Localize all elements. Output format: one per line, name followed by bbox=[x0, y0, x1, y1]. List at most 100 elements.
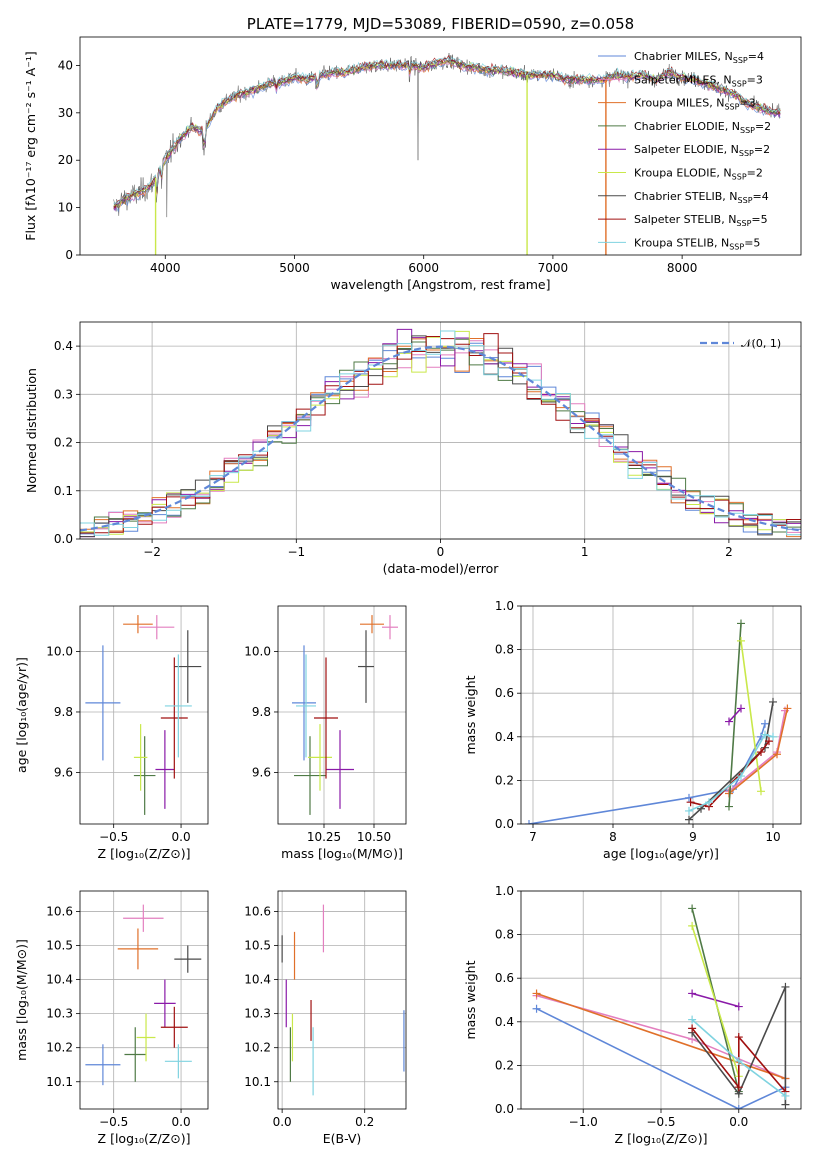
x-tick-label: 9 bbox=[689, 830, 697, 844]
x-tick-label: −1 bbox=[287, 545, 305, 559]
series-marker bbox=[734, 1033, 743, 1042]
axes-frame bbox=[277, 890, 407, 1110]
y-tick-label: 0.2 bbox=[495, 1058, 514, 1072]
y-tick-label: 9.8 bbox=[54, 705, 73, 719]
legend-entry: 𝒩(0, 1) bbox=[741, 337, 781, 350]
x-tick-label: 7000 bbox=[538, 261, 569, 275]
y-tick-label: 0.8 bbox=[495, 643, 514, 657]
panel-mass-weight-vs-metallicity: −1.0 −0.5 0.0 0.0 0.2 0.4 0.6 0.8 1.0 Z [log₁₀(Z/… bbox=[463, 884, 802, 1146]
errorbar-point bbox=[85, 1044, 121, 1086]
plot-area bbox=[85, 615, 202, 815]
errorbar-point bbox=[133, 724, 148, 791]
panel-mass-vs-ebv: 0.0 0.2 10.1 10.2 10.3 10.4 10.5 10.6 E(B-V) bbox=[244, 890, 407, 1146]
errorbar-point bbox=[358, 630, 374, 703]
errorbar-point bbox=[164, 1044, 192, 1079]
y-axis-label: mass weight bbox=[463, 960, 478, 1039]
x-tick-label: 0.2 bbox=[355, 1115, 374, 1129]
series-marker bbox=[781, 982, 790, 991]
y-tick-label: 10.2 bbox=[46, 1041, 73, 1055]
axes-frame bbox=[79, 321, 802, 540]
series-marker bbox=[737, 636, 745, 645]
x-tick-label: 4000 bbox=[150, 261, 181, 275]
x-tick-label: 6000 bbox=[408, 261, 439, 275]
series-marker bbox=[686, 798, 695, 807]
x-tick-label: 0.0 bbox=[729, 1115, 748, 1129]
x-tick-label: 7 bbox=[529, 830, 537, 844]
series-marker bbox=[688, 904, 697, 913]
errorbar-point bbox=[296, 654, 316, 758]
series-marker bbox=[781, 1091, 790, 1100]
legend-entry: Kroupa ELODIE, NSSP=2 bbox=[634, 167, 763, 182]
series-marker bbox=[737, 704, 745, 713]
x-tick-label: 5000 bbox=[279, 261, 310, 275]
x-axis-label: age [log₁₀(age/yr)] bbox=[603, 846, 719, 861]
panel-mass-vs-metallicity: −0.5 0.0 10.1 10.2 10.3 10.4 10.5 10.6 Z [log₁₀(… bbox=[14, 890, 209, 1146]
series-marker bbox=[737, 772, 745, 781]
series-line bbox=[691, 925, 740, 1077]
y-tick-label: 10.5 bbox=[244, 939, 271, 953]
y-tick-label: 0.2 bbox=[495, 773, 514, 787]
y-tick-label: 0.3 bbox=[54, 387, 73, 401]
series-line bbox=[740, 640, 762, 792]
x-tick-label: 10.50 bbox=[357, 830, 391, 844]
y-tick-label: 0.0 bbox=[54, 532, 73, 546]
y-tick-label: 10.2 bbox=[244, 1041, 271, 1055]
errorbar-point bbox=[164, 654, 192, 758]
x-tick-label: 0.0 bbox=[273, 1115, 292, 1129]
errorbar-point bbox=[136, 1013, 156, 1062]
series-marker bbox=[532, 989, 541, 998]
x-tick-label: −0.5 bbox=[99, 1115, 128, 1129]
panel-spectrum: 4000 5000 6000 7000 8000 0 10 20 30 40 wavelength … bbox=[23, 15, 802, 292]
series-marker bbox=[734, 1057, 743, 1066]
legend-entry: Kroupa STELIB, NSSP=5 bbox=[634, 236, 760, 251]
y-axis-label: Flux [fλ10⁻¹⁷ erg cm⁻² s⁻¹ A⁻¹] bbox=[23, 51, 38, 240]
y-axis-label: age [log₁₀(age/yr)] bbox=[14, 657, 29, 773]
y-tick-label: 10.1 bbox=[244, 1075, 271, 1089]
y-tick-label: 0.2 bbox=[54, 436, 73, 450]
x-tick-label: 8000 bbox=[667, 261, 698, 275]
series-kroupa-elodie bbox=[737, 636, 765, 796]
panel-residuals: −2 −1 0 1 2 0.0 0.1 0.2 0.3 0.4 (data-model)/error… bbox=[24, 321, 802, 576]
series-line bbox=[728, 707, 742, 723]
series-marker bbox=[705, 798, 713, 807]
y-tick-label: 10.4 bbox=[244, 973, 271, 987]
series-marker bbox=[725, 802, 733, 811]
series-kroupa-stelib bbox=[685, 730, 777, 815]
series-chabrier-miles bbox=[525, 719, 769, 824]
plot-area bbox=[281, 904, 405, 1096]
x-tick-label: 10.25 bbox=[307, 830, 341, 844]
y-tick-label: 10.5 bbox=[46, 939, 73, 953]
series-marker bbox=[685, 806, 693, 815]
axes-frame bbox=[277, 605, 407, 825]
series-marker bbox=[734, 1083, 743, 1092]
series-marker bbox=[734, 1105, 743, 1109]
series-marker bbox=[769, 697, 777, 706]
y-tick-label: 0.1 bbox=[54, 484, 73, 498]
errorbar-point bbox=[154, 979, 176, 1028]
series-marker bbox=[688, 1015, 697, 1024]
y-axis-label: mass weight bbox=[463, 675, 478, 754]
errorbar-point bbox=[133, 736, 156, 815]
series-marker bbox=[688, 989, 697, 998]
y-tick-label: 1.0 bbox=[495, 599, 514, 613]
series-kroupa-miles bbox=[725, 704, 792, 798]
legend-entry: Salpeter ELODIE, NSSP=2 bbox=[634, 143, 770, 158]
errorbar-point bbox=[85, 645, 121, 761]
y-tick-label: 1.0 bbox=[495, 884, 514, 898]
series-salpeter-stelib bbox=[686, 737, 773, 811]
y-tick-label: 10.3 bbox=[244, 1007, 271, 1021]
spectrum-model bbox=[113, 57, 781, 208]
series-marker bbox=[525, 820, 533, 824]
y-tick-label: 9.6 bbox=[252, 766, 271, 780]
x-tick-label: −0.5 bbox=[99, 830, 128, 844]
y-tick-label: 10.0 bbox=[244, 644, 271, 658]
x-tick-label: −1.0 bbox=[569, 1115, 598, 1129]
series-marker bbox=[773, 750, 781, 759]
x-tick-label: −2 bbox=[143, 545, 161, 559]
y-tick-label: 9.8 bbox=[252, 705, 271, 719]
y-tick-label: 20 bbox=[58, 153, 73, 167]
series-marker bbox=[757, 748, 765, 757]
y-tick-label: 10.3 bbox=[46, 1007, 73, 1021]
series-marker bbox=[685, 815, 693, 824]
y-tick-label: 40 bbox=[58, 58, 73, 72]
